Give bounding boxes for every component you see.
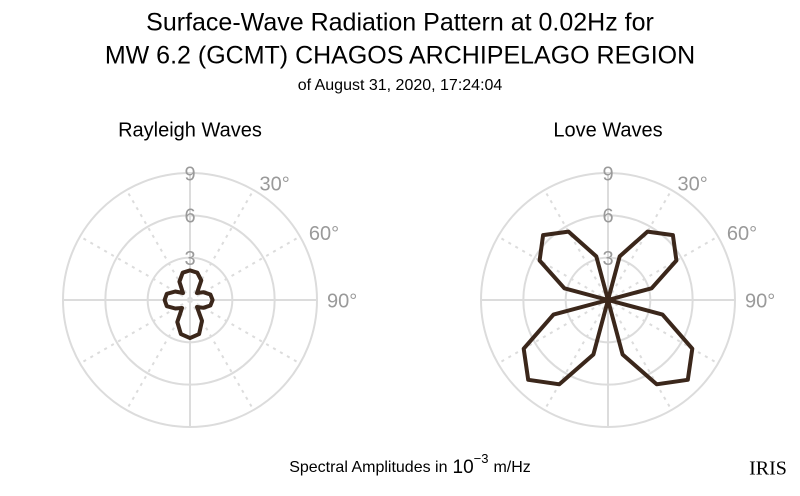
- theta-tick-label: 90°: [745, 290, 775, 312]
- radiation-pattern: [162, 268, 215, 341]
- theta-grid-line: [189, 299, 255, 411]
- theta-grid-line: [543, 189, 609, 301]
- radial-tick-label: 9: [602, 163, 613, 185]
- footer-exponent: −3: [474, 451, 489, 466]
- radial-tick-label: 6: [602, 206, 613, 228]
- footer: Spectral Amplitudes in 10−3 m/Hz: [289, 451, 531, 478]
- theta-tick-label: 90°: [327, 290, 357, 312]
- radial-grid-circle: [62, 172, 318, 428]
- theta-grid-line: [607, 235, 719, 301]
- title-line: MW 6.2 (GCMT) CHAGOS ARCHIPELAGO REGION: [105, 42, 695, 70]
- title-line: Surface-Wave Radiation Pattern at 0.02Hz…: [146, 9, 654, 37]
- radial-tick-label: 3: [602, 248, 613, 270]
- logo: IRIS: [749, 458, 787, 480]
- radial-grid-circle: [104, 214, 276, 386]
- radial-grid-circle: [146, 256, 234, 344]
- radial-tick-label: 6: [184, 206, 195, 228]
- theta-grid-line: [79, 299, 191, 365]
- theta-grid-line: [125, 299, 191, 411]
- theta-tick-label: 30°: [260, 173, 290, 195]
- radial-grid-circle: [564, 256, 652, 344]
- theta-grid-line: [607, 189, 673, 301]
- theta-grid-line: [607, 299, 719, 365]
- radiation-pattern: [521, 229, 695, 387]
- theta-grid-line: [607, 299, 673, 411]
- radial-grid-circle: [522, 214, 694, 386]
- theta-grid-line: [497, 299, 609, 365]
- theta-tick-label: 60°: [727, 223, 757, 245]
- subplot-title: Love Waves: [553, 119, 662, 141]
- theta-grid-line: [189, 235, 301, 301]
- radial-tick-label: 9: [184, 163, 195, 185]
- subtitle: of August 31, 2020, 17:24:04: [298, 77, 503, 94]
- theta-grid-line: [189, 189, 255, 301]
- radial-tick-label: 3: [184, 248, 195, 270]
- radial-grid-circle: [480, 172, 736, 428]
- theta-grid-line: [189, 299, 301, 365]
- theta-grid-line: [543, 299, 609, 411]
- footer-base: 10: [453, 457, 474, 478]
- footer-unit: m/Hz: [493, 459, 530, 476]
- subplot-title: Rayleigh Waves: [118, 119, 262, 141]
- footer-text: Spectral Amplitudes in: [289, 459, 447, 476]
- theta-grid-line: [79, 235, 191, 301]
- theta-grid-line: [497, 235, 609, 301]
- theta-grid-line: [125, 189, 191, 301]
- theta-tick-label: 60°: [309, 223, 339, 245]
- theta-tick-label: 30°: [678, 173, 708, 195]
